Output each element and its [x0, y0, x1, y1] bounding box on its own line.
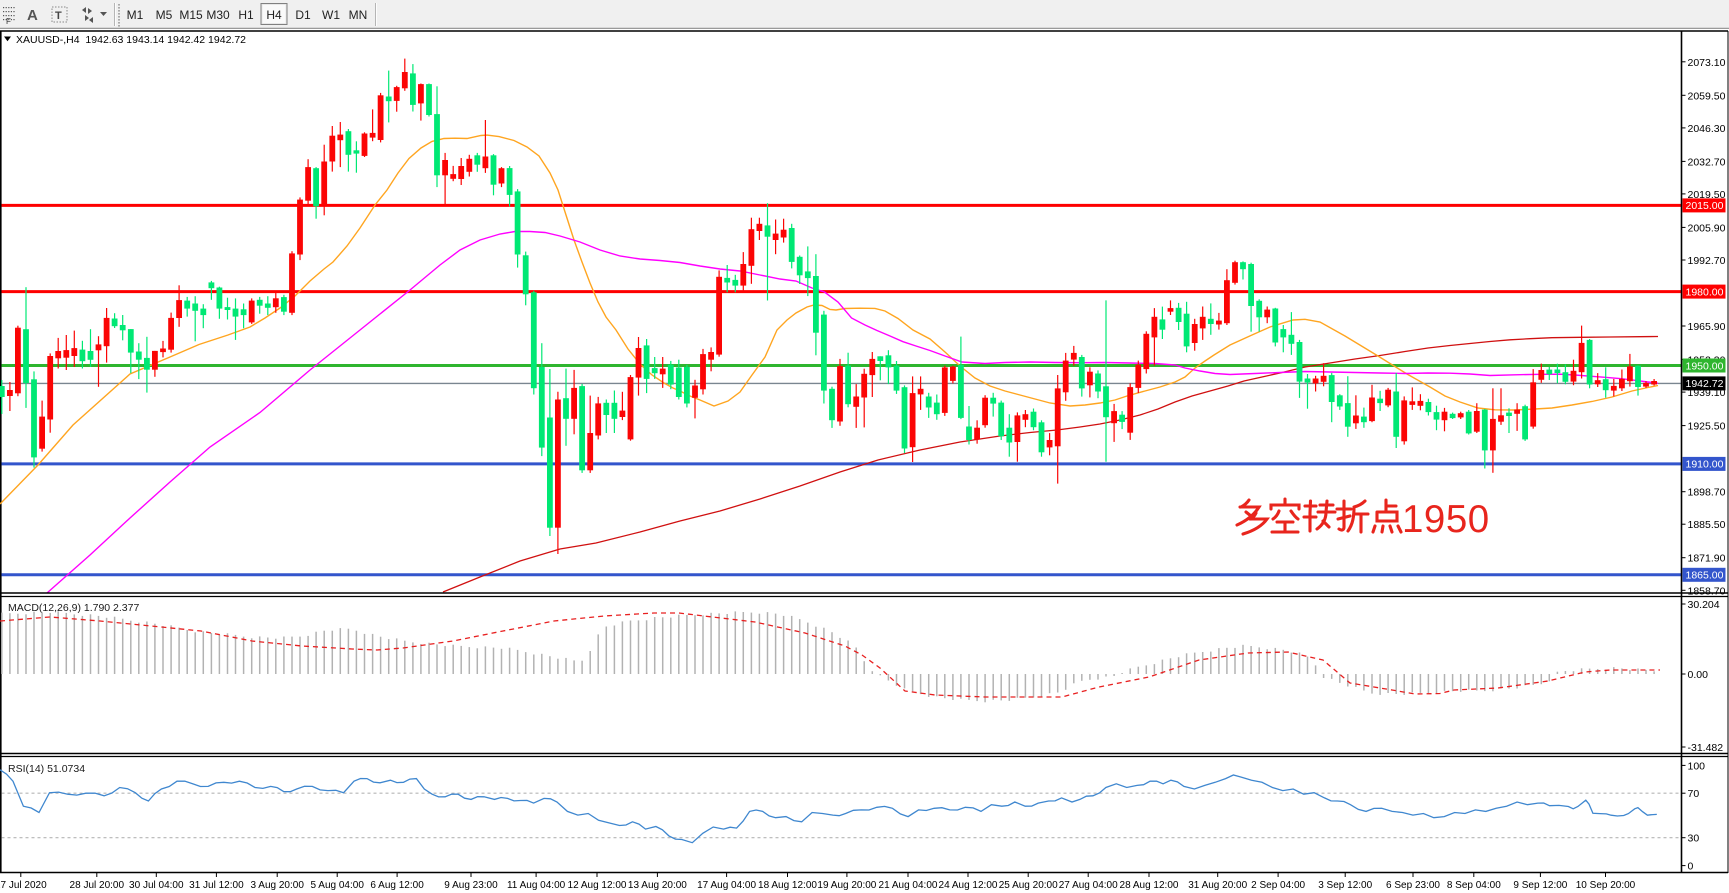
svg-text:30: 30 [1688, 833, 1700, 845]
svg-text:1980.00: 1980.00 [1686, 286, 1724, 298]
svg-text:1942.72: 1942.72 [1686, 378, 1724, 390]
svg-text:1871.90: 1871.90 [1688, 553, 1726, 565]
svg-text:9 Sep 12:00: 9 Sep 12:00 [1513, 880, 1567, 891]
svg-text:13 Aug 20:00: 13 Aug 20:00 [628, 880, 687, 891]
svg-text:1950.00: 1950.00 [1686, 360, 1724, 372]
svg-text:W1: W1 [322, 8, 340, 22]
svg-text:1950: 1950 [1402, 498, 1490, 541]
svg-text:8 Sep 04:00: 8 Sep 04:00 [1447, 880, 1501, 891]
svg-text:19 Aug 20:00: 19 Aug 20:00 [817, 880, 876, 891]
svg-text:5 Aug 04:00: 5 Aug 04:00 [311, 880, 365, 891]
svg-text:1910.00: 1910.00 [1686, 459, 1724, 471]
svg-text:M15: M15 [179, 8, 203, 22]
svg-text:3 Aug 20:00: 3 Aug 20:00 [251, 880, 305, 891]
svg-text:21 Aug 04:00: 21 Aug 04:00 [879, 880, 938, 891]
svg-text:2005.90: 2005.90 [1688, 222, 1726, 234]
svg-text:M30: M30 [206, 8, 230, 22]
svg-text:6 Sep 23:00: 6 Sep 23:00 [1386, 880, 1440, 891]
svg-text:17 Aug 04:00: 17 Aug 04:00 [697, 880, 756, 891]
svg-text:MACD(12,26,9) 1.790 2.377: MACD(12,26,9) 1.790 2.377 [8, 602, 139, 614]
svg-text:12 Aug 12:00: 12 Aug 12:00 [568, 880, 627, 891]
svg-text:2073.10: 2073.10 [1688, 57, 1726, 69]
svg-text:2059.50: 2059.50 [1688, 90, 1726, 102]
svg-text:2032.70: 2032.70 [1688, 156, 1726, 168]
svg-text:XAUUSD-,H4 1942.63 1943.14 19: XAUUSD-,H4 1942.63 1943.14 1942.42 1942.… [16, 34, 246, 46]
svg-text:1865.00: 1865.00 [1686, 570, 1724, 582]
svg-text:27 Jul 2020: 27 Jul 2020 [0, 880, 47, 891]
svg-text:3 Sep 12:00: 3 Sep 12:00 [1318, 880, 1372, 891]
svg-text:1992.70: 1992.70 [1688, 255, 1726, 267]
svg-text:MN: MN [349, 8, 368, 22]
svg-text:28 Aug 12:00: 28 Aug 12:00 [1120, 880, 1179, 891]
svg-text:-31.482: -31.482 [1688, 742, 1724, 754]
svg-text:D1: D1 [295, 8, 311, 22]
svg-text:1925.50: 1925.50 [1688, 421, 1726, 433]
svg-text:70: 70 [1688, 788, 1700, 800]
svg-text:25 Aug 20:00: 25 Aug 20:00 [999, 880, 1058, 891]
svg-text:2019.50: 2019.50 [1688, 189, 1726, 201]
svg-text:A: A [27, 7, 38, 24]
svg-text:F: F [6, 17, 11, 26]
svg-text:M5: M5 [156, 8, 173, 22]
svg-text:1858.70: 1858.70 [1688, 585, 1726, 597]
svg-text:1898.70: 1898.70 [1688, 487, 1726, 499]
svg-text:2015.00: 2015.00 [1686, 200, 1724, 212]
svg-text:31 Jul 12:00: 31 Jul 12:00 [189, 880, 244, 891]
svg-text:2046.30: 2046.30 [1688, 123, 1726, 135]
svg-text:30.204: 30.204 [1688, 599, 1720, 611]
svg-text:24 Aug 12:00: 24 Aug 12:00 [939, 880, 998, 891]
svg-text:100: 100 [1688, 760, 1706, 772]
svg-text:6 Aug 12:00: 6 Aug 12:00 [370, 880, 424, 891]
svg-text:H1: H1 [238, 8, 254, 22]
svg-text:11 Aug 04:00: 11 Aug 04:00 [507, 880, 566, 891]
svg-text:M1: M1 [127, 8, 144, 22]
svg-text:9 Aug 23:00: 9 Aug 23:00 [444, 880, 498, 891]
svg-text:T: T [55, 10, 62, 22]
svg-text:H4: H4 [266, 8, 282, 22]
svg-text:27 Aug 04:00: 27 Aug 04:00 [1059, 880, 1118, 891]
svg-text:28 Jul 20:00: 28 Jul 20:00 [70, 880, 125, 891]
svg-text:30 Jul 04:00: 30 Jul 04:00 [129, 880, 184, 891]
svg-text:1885.50: 1885.50 [1688, 519, 1726, 531]
svg-text:31 Aug 20:00: 31 Aug 20:00 [1188, 880, 1247, 891]
svg-text:2 Sep 04:00: 2 Sep 04:00 [1251, 880, 1305, 891]
svg-text:RSI(14) 51.0734: RSI(14) 51.0734 [8, 763, 85, 775]
svg-text:18 Aug 12:00: 18 Aug 12:00 [758, 880, 817, 891]
svg-text:1965.90: 1965.90 [1688, 321, 1726, 333]
svg-text:0.00: 0.00 [1688, 669, 1709, 681]
svg-text:0: 0 [1688, 861, 1694, 873]
svg-text:10 Sep 20:00: 10 Sep 20:00 [1576, 880, 1636, 891]
